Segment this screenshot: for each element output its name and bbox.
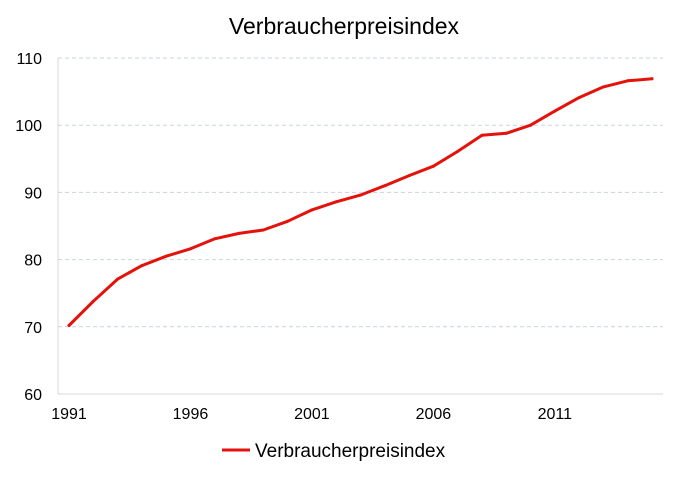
- legend-label: Verbraucherpreisindex: [255, 441, 446, 462]
- data-point-2004: [383, 184, 387, 188]
- series-layer: [67, 77, 654, 327]
- data-point-1996: [189, 247, 192, 251]
- data-point-1991: [67, 324, 71, 327]
- data-point-2010: [529, 123, 532, 127]
- data-point-2013: [601, 85, 605, 89]
- data-point-1998: [237, 231, 241, 235]
- data-point-1994: [140, 264, 144, 268]
- x-tick-label-2001: 2001: [294, 406, 330, 423]
- axes: [57, 58, 663, 395]
- data-point-2008: [480, 133, 484, 137]
- y-tick-label-70: 70: [24, 320, 42, 337]
- x-tick-label-1996: 1996: [173, 406, 209, 423]
- data-point-1999: [261, 228, 265, 232]
- x-tick-label-2011: 2011: [538, 406, 573, 423]
- data-point-2015: [650, 77, 654, 81]
- chart-title: Verbraucherpreisindex: [229, 13, 460, 39]
- data-point-1992: [91, 299, 95, 303]
- y-tick-label-80: 80: [24, 253, 42, 270]
- data-point-2014: [626, 79, 630, 83]
- y-tick-label-90: 90: [24, 185, 42, 202]
- grid-lines: [58, 57, 663, 328]
- y-axis-tick-labels: 60 70 80 90 100 110: [15, 51, 42, 404]
- data-point-1997: [213, 237, 217, 241]
- series-line-0: [67, 77, 654, 327]
- x-axis-tick-labels: 1991 1996 2001 2006 2011: [51, 406, 572, 423]
- y-tick-label-60: 60: [24, 387, 42, 404]
- y-tick-label-100: 100: [15, 118, 42, 135]
- legend: Verbraucherpreisindex: [222, 441, 446, 462]
- data-point-1993: [116, 277, 120, 281]
- data-point-1995: [164, 254, 168, 258]
- data-point-2006: [431, 164, 435, 168]
- data-point-2012: [577, 96, 581, 100]
- data-point-2005: [407, 174, 411, 178]
- data-point-2000: [286, 219, 290, 223]
- y-tick-label-110: 110: [16, 51, 42, 68]
- data-point-2003: [359, 193, 362, 197]
- data-point-2009: [504, 131, 508, 135]
- data-point-2002: [334, 200, 338, 204]
- x-tick-label-1991: 1991: [51, 406, 87, 423]
- data-point-2011: [553, 109, 557, 113]
- data-point-2001: [310, 208, 314, 212]
- data-point-2007: [456, 149, 460, 153]
- x-tick-label-2006: 2006: [416, 406, 452, 423]
